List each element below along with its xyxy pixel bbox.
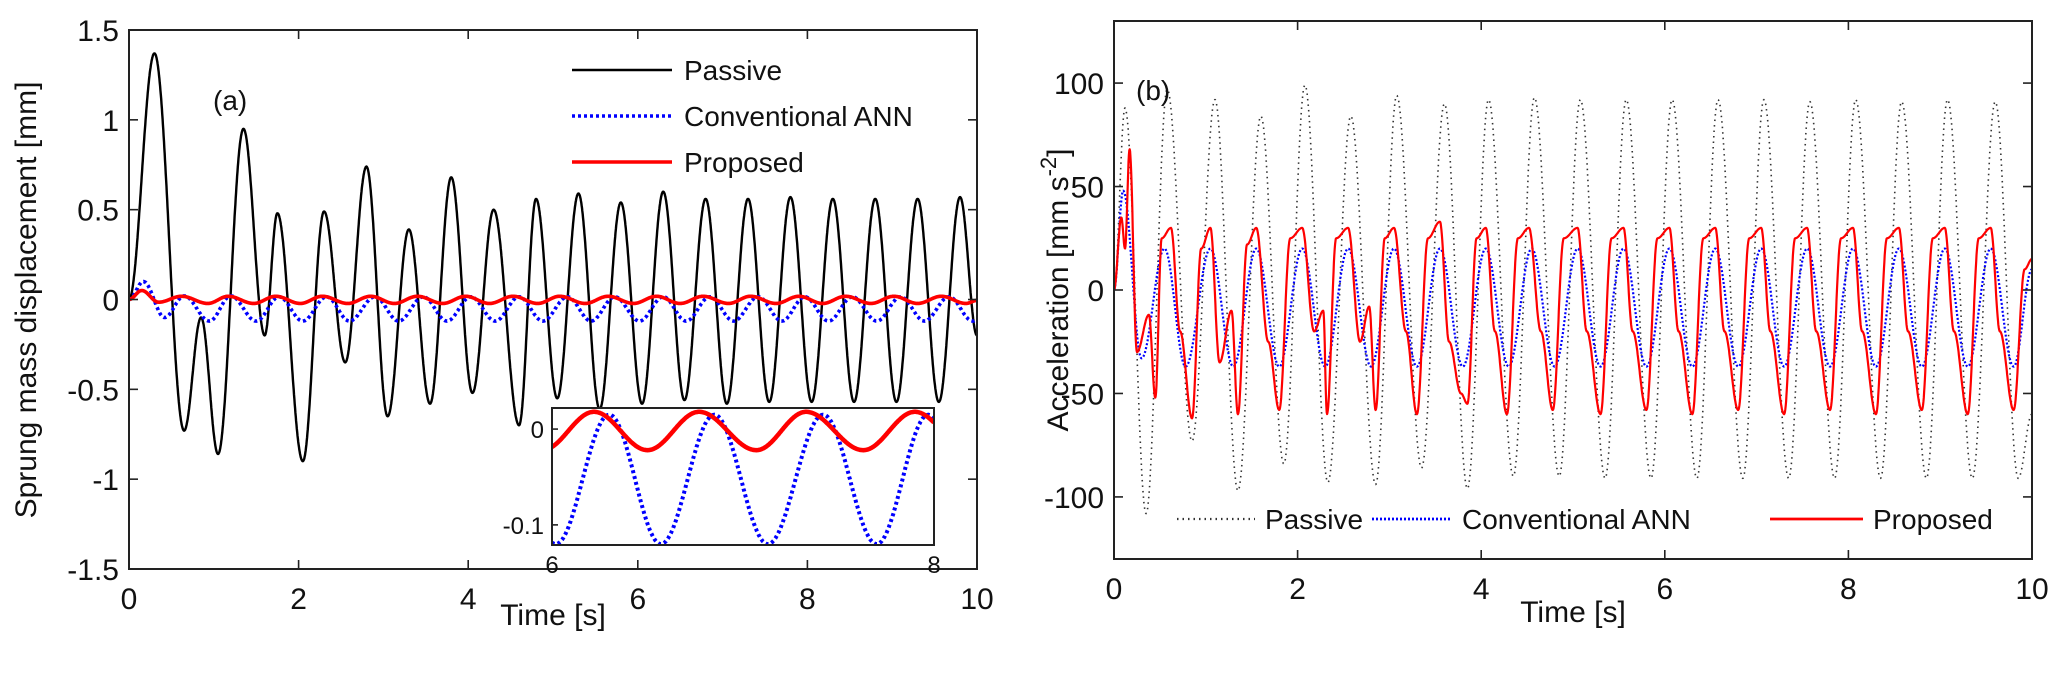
panel-a-displacement-chart: 0 2 4 6 8 10 -1.5 -1 -0.5 0 0.5 1 1.5 (a) Passive Con… [10,15,994,632]
panel-a-ylabel: Sprung mass displacement [mm] [10,82,43,519]
panel-b-legend-background [1170,495,2010,543]
legend-label-conventional-ann: Conventional ANN [684,101,913,132]
panel-a-ticks: 0 2 4 6 8 10 -1.5 -1 -0.5 0 0.5 1 1.5 [67,15,993,616]
x-tick-label: 0 [1106,573,1123,606]
panel-b-acceleration-chart: 0 2 4 6 8 10 -100 -50 0 50 100 (b) Passive Conventi… [1036,20,2049,629]
x-tick-label: 10 [2015,573,2048,606]
y-tick-label: -50 [1061,378,1104,411]
inset-background [552,408,934,545]
inset-y-tick-label: -0.1 [503,513,544,540]
legend-label-passive: Passive [684,55,782,86]
series-line-passive [1114,84,2032,515]
legend-label-conventional-ann: Conventional ANN [1462,504,1691,535]
series-line-conventional-ann [129,279,977,323]
legend-label-passive: Passive [1265,504,1363,535]
x-tick-label: 6 [1656,573,1673,606]
x-tick-label: 4 [460,583,477,616]
inset-y-tick-label: 0 [531,417,544,444]
y-tick-label: 50 [1071,172,1104,205]
legend-label-proposed: Proposed [1873,504,1993,535]
y-tick-label: -1.5 [67,554,119,587]
x-tick-label: 8 [799,583,816,616]
y-tick-label: 0.5 [77,195,119,228]
y-tick-label: 0 [1087,275,1104,308]
series-line-conventional-ann [1114,189,2032,368]
inset-x-tick-label: 6 [545,552,558,579]
y-tick-label: 1.5 [77,15,119,48]
panel-a-xlabel: Time [s] [500,599,606,632]
inset-series [552,409,934,545]
inset-ticks: 0 -0.16 8 [503,417,941,579]
inset-x-tick-label: 8 [927,552,940,579]
y-tick-label: -100 [1044,482,1104,515]
panel-b-ticks: 0 2 4 6 8 10 -100 -50 0 50 100 [1044,21,2049,606]
panel-b-ylabel-main: Acceleration [mm s [1042,176,1075,431]
inset-line-proposed [552,409,934,453]
y-tick-label: 0 [102,285,119,318]
series-line-proposed [1114,148,2032,420]
y-tick-label: 1 [102,105,119,138]
panel-b-ylabel-suffix: ] [1042,149,1075,157]
y-tick-label: 100 [1054,68,1104,101]
panel-b-axes-frame [1113,20,2033,560]
y-tick-label: -0.5 [67,374,119,407]
x-tick-label: 4 [1473,573,1490,606]
panel-b-xlabel: Time [s] [1520,596,1626,629]
inset-frame [551,407,935,546]
panel-a-series [129,52,977,463]
panel-b-series [1114,84,2032,515]
x-tick-label: 0 [121,583,138,616]
x-tick-label: 8 [1840,573,1857,606]
x-tick-label: 6 [629,583,646,616]
panel-a-legend: Passive Conventional ANN Proposed [572,55,913,178]
series-line-proposed [129,288,977,306]
panel-a-label: (a) [213,85,247,116]
legend-label-proposed: Proposed [684,147,804,178]
panel-b-ylabel: Acceleration [mm s-2] [1036,149,1075,432]
series-line-passive [129,52,977,463]
x-tick-label: 2 [290,583,307,616]
panel-b-ylabel-superscript: -2 [1036,157,1061,177]
x-tick-label: 10 [960,583,993,616]
y-tick-label: -1 [92,464,119,497]
panel-b-legend: Passive Conventional ANN Proposed [1177,504,1993,535]
inset-line-conventional-ann [552,412,934,545]
panel-a-inset: 0 -0.16 8 [503,407,941,579]
x-tick-label: 2 [1289,573,1306,606]
panel-b-label: (b) [1136,75,1170,106]
